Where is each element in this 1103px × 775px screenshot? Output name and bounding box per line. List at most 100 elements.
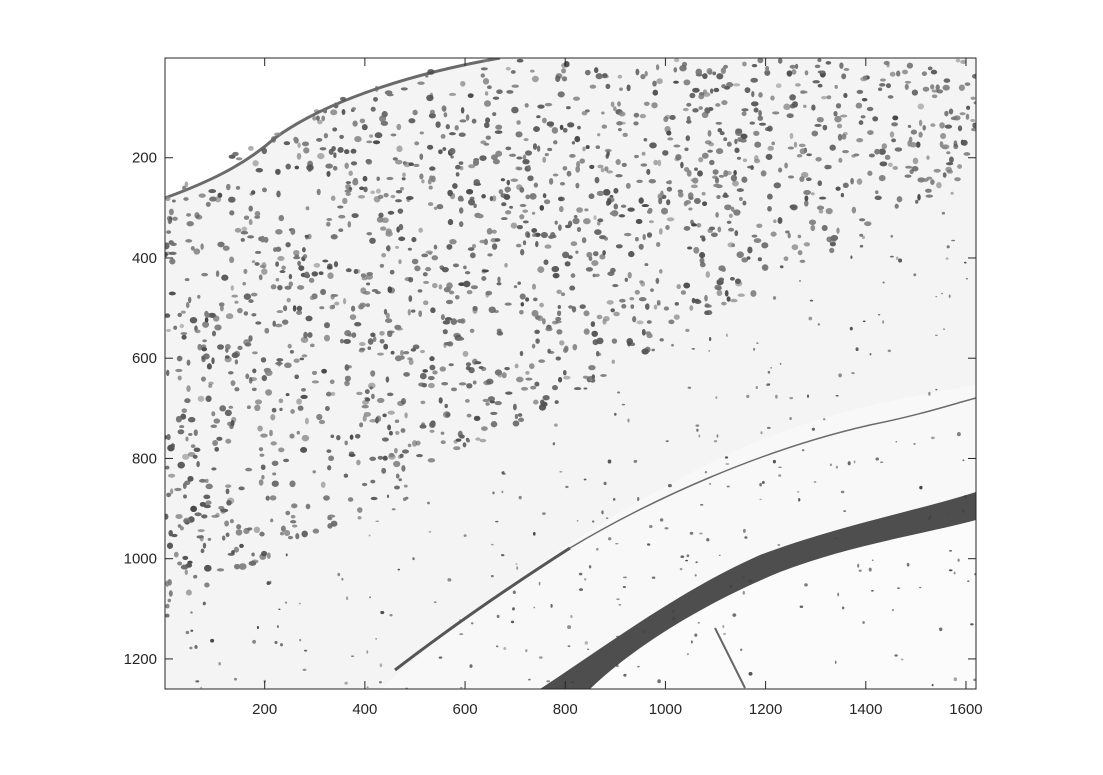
cell-nucleus xyxy=(680,555,685,559)
cell-nucleus xyxy=(527,175,534,182)
cell-nucleus xyxy=(691,640,693,644)
cell-nucleus xyxy=(265,495,270,501)
cell-nucleus xyxy=(442,320,451,325)
cell-nucleus xyxy=(579,158,586,164)
cell-nucleus xyxy=(698,106,703,110)
cell-nucleus xyxy=(638,243,644,250)
cell-nucleus xyxy=(579,304,586,309)
cell-nucleus xyxy=(850,177,854,185)
cell-nucleus xyxy=(270,518,274,523)
cell-nucleus xyxy=(419,153,424,160)
cell-nucleus xyxy=(301,141,310,147)
cell-nucleus xyxy=(347,497,354,502)
cell-nucleus xyxy=(472,243,476,249)
cell-nucleus xyxy=(165,580,170,587)
cell-nucleus xyxy=(505,66,511,71)
cell-nucleus xyxy=(617,391,621,394)
cell-nucleus xyxy=(817,180,823,187)
cell-nucleus xyxy=(926,155,930,160)
cell-nucleus xyxy=(175,415,182,423)
cell-nucleus xyxy=(616,598,620,600)
cell-nucleus xyxy=(234,300,239,304)
cell-nucleus xyxy=(765,153,773,160)
cell-nucleus xyxy=(456,336,465,341)
cell-nucleus xyxy=(552,442,556,446)
cell-nucleus xyxy=(175,513,183,520)
cell-nucleus xyxy=(741,257,749,263)
cell-nucleus xyxy=(394,419,400,424)
cell-nucleus xyxy=(236,524,242,530)
cell-nucleus xyxy=(296,430,300,435)
cell-nucleus xyxy=(603,481,607,486)
cell-nucleus xyxy=(337,146,344,153)
cell-nucleus xyxy=(796,154,803,158)
cell-nucleus xyxy=(801,449,805,452)
cell-nucleus xyxy=(621,403,626,406)
cell-nucleus xyxy=(208,189,216,194)
cell-nucleus xyxy=(425,266,432,272)
cell-nucleus xyxy=(784,162,788,169)
cell-nucleus xyxy=(165,242,170,250)
cell-nucleus xyxy=(556,289,562,294)
cell-nucleus xyxy=(252,351,258,355)
cell-nucleus xyxy=(687,386,692,389)
cell-nucleus xyxy=(754,141,762,148)
cell-nucleus xyxy=(682,107,689,112)
cell-nucleus xyxy=(215,270,220,278)
cell-nucleus xyxy=(305,315,313,322)
cell-nucleus xyxy=(330,195,336,201)
cell-nucleus xyxy=(427,144,434,150)
cell-nucleus xyxy=(316,188,321,196)
cell-nucleus xyxy=(778,167,783,173)
cell-nucleus xyxy=(206,363,212,370)
cell-nucleus xyxy=(501,372,507,379)
cell-nucleus xyxy=(840,490,845,494)
cell-nucleus xyxy=(356,459,361,466)
cell-nucleus xyxy=(794,63,799,69)
cell-nucleus xyxy=(484,122,490,129)
cell-nucleus xyxy=(604,148,612,153)
cell-nucleus xyxy=(621,304,627,309)
cell-nucleus xyxy=(351,655,355,657)
cell-nucleus xyxy=(683,167,690,172)
cell-nucleus xyxy=(596,221,601,226)
cell-nucleus xyxy=(411,440,418,447)
cell-nucleus xyxy=(686,652,689,656)
cell-nucleus xyxy=(230,420,235,427)
cell-nucleus xyxy=(279,270,286,274)
cell-nucleus xyxy=(510,222,518,229)
cell-nucleus xyxy=(742,200,747,206)
cell-nucleus xyxy=(853,460,856,464)
cell-nucleus xyxy=(707,149,713,153)
cell-nucleus xyxy=(554,400,559,404)
cell-nucleus xyxy=(911,166,919,172)
cell-nucleus xyxy=(280,525,286,532)
cell-nucleus xyxy=(167,598,172,603)
cell-nucleus xyxy=(592,520,595,523)
cell-nucleus xyxy=(611,338,618,344)
cell-nucleus xyxy=(741,176,748,183)
cell-nucleus xyxy=(339,134,344,139)
cell-nucleus xyxy=(428,113,436,119)
cell-nucleus xyxy=(708,337,712,341)
cell-nucleus xyxy=(369,134,374,138)
cell-nucleus xyxy=(397,400,405,407)
cell-nucleus xyxy=(177,561,182,566)
cell-nucleus xyxy=(470,285,478,290)
cell-nucleus xyxy=(408,162,414,167)
cell-nucleus xyxy=(323,132,329,139)
cell-nucleus xyxy=(457,195,464,202)
cell-nucleus xyxy=(403,161,411,168)
cell-nucleus xyxy=(637,665,640,668)
cell-nucleus xyxy=(816,117,824,123)
cell-nucleus xyxy=(165,603,170,609)
cell-nucleus xyxy=(621,162,627,167)
cell-nucleus xyxy=(327,516,332,520)
cell-nucleus xyxy=(440,440,446,445)
cell-nucleus xyxy=(602,318,607,325)
cell-nucleus xyxy=(302,254,308,259)
cell-nucleus xyxy=(704,470,708,474)
cell-nucleus xyxy=(919,586,922,589)
cell-nucleus xyxy=(344,149,350,155)
empty-slide-region xyxy=(165,58,500,198)
